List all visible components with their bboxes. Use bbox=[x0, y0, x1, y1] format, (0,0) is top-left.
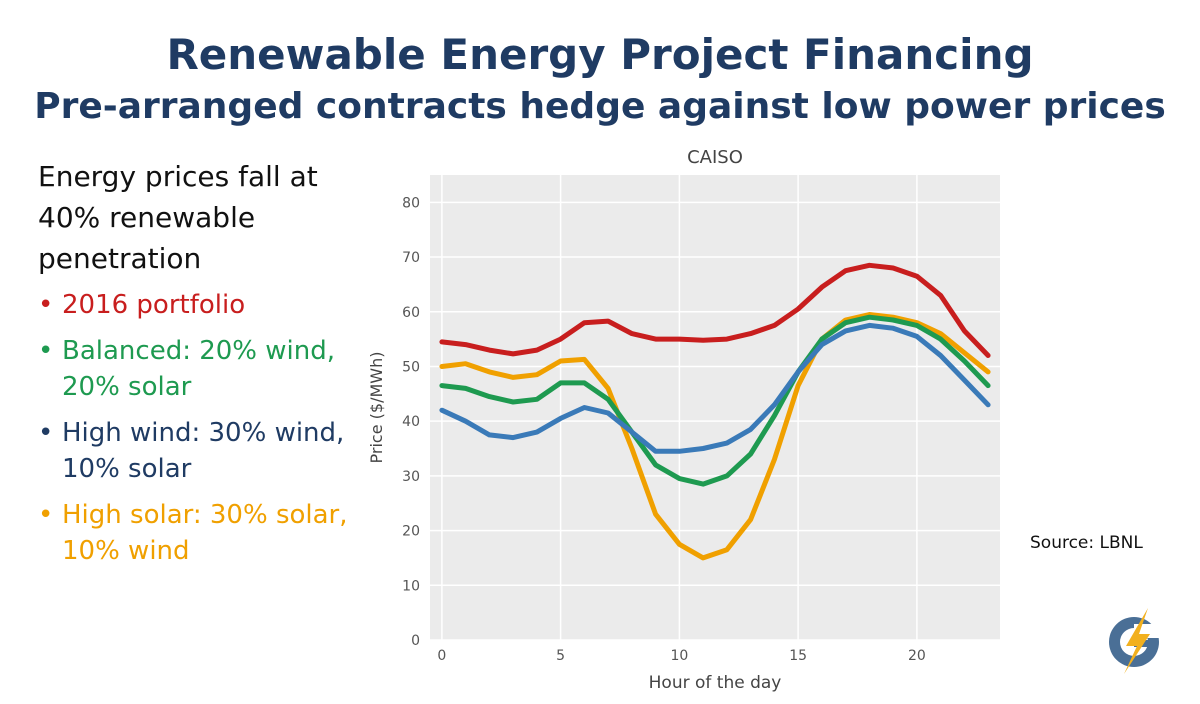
bullet-high-solar: • High solar: 30% solar, 10% wind bbox=[38, 497, 368, 569]
series-line-0 bbox=[439, 262, 991, 358]
bullet-high-wind: • High wind: 30% wind, 10% solar bbox=[38, 415, 368, 487]
bullet-balanced: • Balanced: 20% wind, 20% solar bbox=[38, 333, 368, 405]
bullet-label: 2016 portfolio bbox=[62, 290, 246, 320]
bullet-label: High solar: 30% solar, 10% wind bbox=[62, 500, 348, 566]
y-axis-label: Price ($/MWh) bbox=[367, 352, 386, 464]
x-tick-label: 5 bbox=[556, 648, 565, 664]
x-tick-label: 15 bbox=[789, 648, 807, 664]
scenario-list: • 2016 portfolio • Balanced: 20% wind, 2… bbox=[38, 287, 368, 569]
bullet-dot-icon: • bbox=[38, 290, 54, 320]
y-tick-label: 60 bbox=[402, 305, 420, 321]
y-tick-label: 50 bbox=[402, 359, 420, 375]
y-tick-label: 30 bbox=[402, 469, 420, 485]
bullet-dot-icon: • bbox=[38, 418, 54, 448]
y-tick-label: 40 bbox=[402, 414, 420, 430]
page-subtitle: Pre-arranged contracts hedge against low… bbox=[34, 86, 1166, 127]
x-tick-label: 20 bbox=[908, 648, 926, 664]
y-tick-label: 10 bbox=[402, 578, 420, 594]
chart-title: CAISO bbox=[687, 147, 743, 168]
page-title: Renewable Energy Project Financing bbox=[166, 30, 1034, 79]
series-line-1 bbox=[439, 312, 991, 561]
intro-text: Energy prices fall at 40% renewable pene… bbox=[38, 160, 318, 275]
source-note: Source: LBNL bbox=[1030, 533, 1143, 553]
y-tick-label: 70 bbox=[402, 250, 420, 266]
bullet-label: Balanced: 20% wind, 20% solar bbox=[62, 336, 336, 402]
x-tick-label: 0 bbox=[437, 648, 446, 664]
plot-area bbox=[430, 175, 1000, 640]
bullet-dot-icon: • bbox=[38, 500, 54, 530]
left-panel: Energy prices fall at 40% renewable pene… bbox=[38, 156, 368, 579]
x-tick-label: 10 bbox=[670, 648, 688, 664]
y-tick-label: 80 bbox=[402, 195, 420, 211]
bullet-dot-icon: • bbox=[38, 336, 54, 366]
x-axis-label: Hour of the day bbox=[649, 673, 782, 693]
bullet-label: High wind: 30% wind, 10% solar bbox=[62, 418, 345, 484]
caiso-chart: 0 5 10 15 20 0 10 20 30 40 50 60 70 80 CAISO Hour of th… bbox=[360, 140, 1020, 700]
series-line-3 bbox=[439, 322, 991, 454]
series-line-2 bbox=[439, 314, 991, 487]
bullet-2016-portfolio: • 2016 portfolio bbox=[38, 287, 368, 323]
chart-svg: 0 5 10 15 20 0 10 20 30 40 50 60 70 80 CAISO Hour of th… bbox=[367, 147, 1000, 693]
y-tick-label: 0 bbox=[411, 633, 420, 649]
y-tick-label: 20 bbox=[402, 524, 420, 540]
lightning-g-logo-icon bbox=[1109, 608, 1164, 674]
